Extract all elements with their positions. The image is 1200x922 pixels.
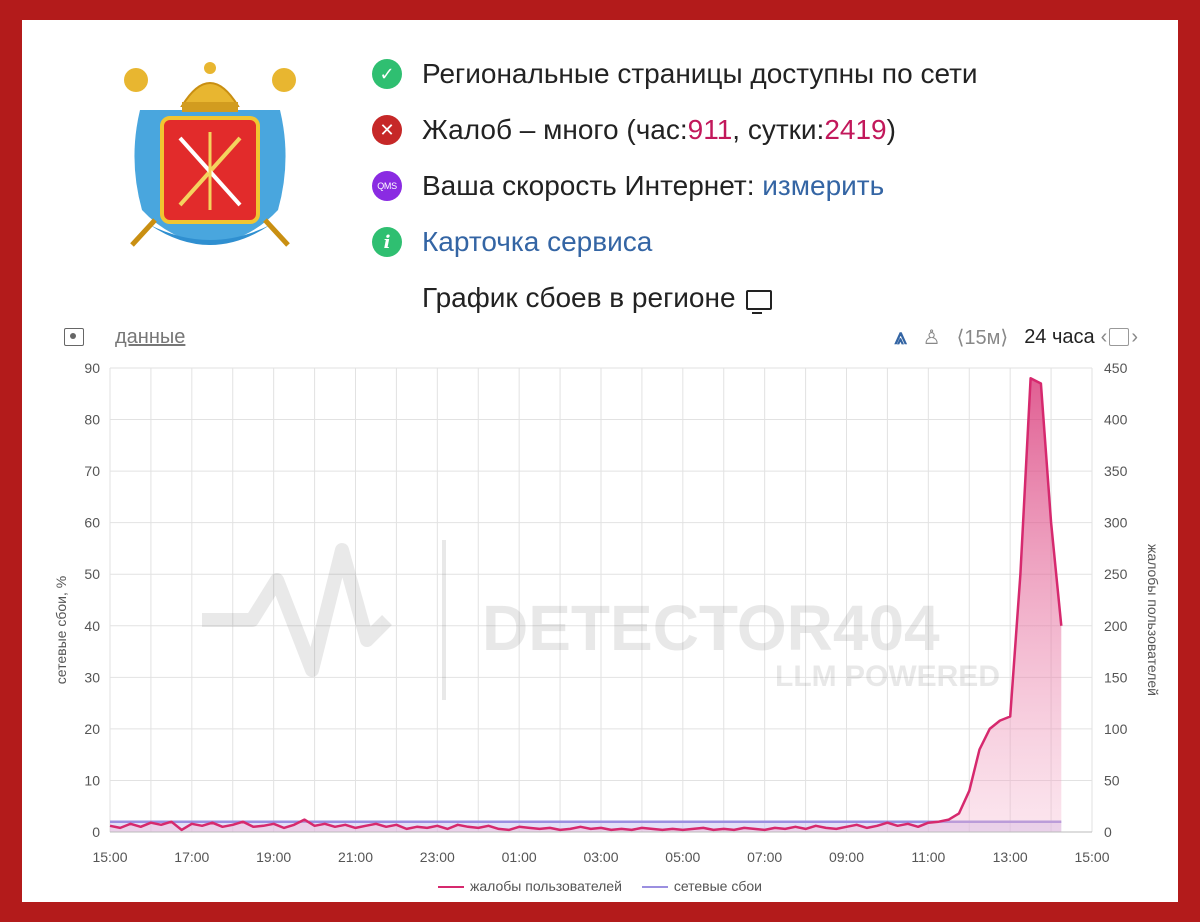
x-tick-label: 15:00 <box>1074 849 1109 865</box>
x-tick-label: 17:00 <box>174 849 209 865</box>
y-left-tick-label: 50 <box>84 566 100 582</box>
x-tick-label: 11:00 <box>911 849 945 865</box>
y-right-tick-label: 0 <box>1104 824 1112 840</box>
chart-legend: жалобы пользователей сетевые сбои <box>22 878 1178 894</box>
y-left-tick-label: 0 <box>92 824 100 840</box>
next-period-icon[interactable]: › <box>1131 325 1138 348</box>
check-icon: ✓ <box>372 59 402 89</box>
y-left-tick-label: 80 <box>84 412 100 428</box>
complaints-suffix: ) <box>886 114 896 145</box>
toolbar-right: ⩓ ♙ ⟨15м⟩ 24 часа ‹ › <box>878 324 1138 350</box>
interval-selector[interactable]: ⟨15м⟩ <box>956 326 1009 349</box>
x-tick-label: 19:00 <box>256 849 291 865</box>
x-tick-label: 15:00 <box>92 849 127 865</box>
y-right-tick-label: 50 <box>1104 772 1120 788</box>
x-tick-label: 21:00 <box>338 849 373 865</box>
x-tick-label: 07:00 <box>747 849 782 865</box>
period-selector[interactable]: 24 часа <box>1024 325 1095 348</box>
legend-complaints-label: жалобы пользователей <box>470 878 622 894</box>
complaints-hour-count: 911 <box>687 114 733 145</box>
x-tick-label: 01:00 <box>502 849 537 865</box>
x-tick-label: 03:00 <box>583 849 618 865</box>
calendar-icon[interactable] <box>1109 328 1130 346</box>
x-tick-label: 13:00 <box>993 849 1028 865</box>
data-link[interactable]: данные <box>115 326 186 348</box>
y-right-tick-label: 350 <box>1104 463 1128 479</box>
speed-text: Ваша скорость Интернет: <box>422 170 755 201</box>
prev-period-icon[interactable]: ‹ <box>1100 325 1108 348</box>
y-left-tick-label: 90 <box>84 360 100 376</box>
status-chart-title-row: График сбоев в регионе <box>372 270 978 326</box>
measure-speed-link[interactable]: измерить <box>762 170 885 201</box>
y-right-tick-label: 100 <box>1104 721 1128 737</box>
chart-grid <box>109 367 1093 833</box>
watermark-text: DETECTOR404 <box>482 592 940 664</box>
y-left-axis-label: сетевые сбои, % <box>53 576 69 684</box>
y-right-tick-label: 400 <box>1104 412 1128 428</box>
status-service-row: i Карточка сервиса <box>372 214 978 270</box>
area-chart-icon[interactable]: ⩓ <box>894 324 907 349</box>
y-left-tick-label: 30 <box>84 669 100 685</box>
legend-complaints[interactable]: жалобы пользователей <box>438 878 622 894</box>
y-right-tick-label: 450 <box>1104 360 1128 376</box>
y-left-tick-label: 60 <box>84 515 100 531</box>
main-card: ✓ Региональные страницы доступны по сети… <box>22 20 1178 902</box>
complaints-line <box>109 377 1063 832</box>
watermark: DETECTOR404 LLM POWERED <box>202 540 1000 700</box>
status-complaints-row: ✕ Жалоб – много (час: 911, сутки: 2419) <box>372 102 978 158</box>
chart-title: График сбоев в регионе <box>422 282 736 313</box>
watermark-subtext: LLM POWERED <box>775 660 1000 693</box>
qms-icon: QMS <box>372 171 402 201</box>
y-left-tick-label: 70 <box>84 463 100 479</box>
service-card-link[interactable]: Карточка сервиса <box>422 226 653 257</box>
status-network-text: Региональные страницы доступны по сети <box>422 58 978 89</box>
y-right-axis-label: жалобы пользователей <box>1145 544 1161 696</box>
coat-of-arms-logo <box>124 62 296 247</box>
user-icon[interactable]: ♙ <box>922 326 941 349</box>
y-right-tick-label: 250 <box>1104 566 1128 582</box>
complaints-prefix: Жалоб – много (час: <box>422 114 688 145</box>
x-tick-label: 09:00 <box>829 849 864 865</box>
y-left-tick-label: 10 <box>84 772 100 788</box>
camera-icon[interactable] <box>64 328 84 346</box>
status-speed-row: QMS Ваша скорость Интернет: измерить <box>372 158 978 214</box>
y-right-tick-label: 300 <box>1104 515 1128 531</box>
info-icon: i <box>372 227 402 257</box>
y-left-tick-label: 20 <box>84 721 100 737</box>
status-panel: ✓ Региональные страницы доступны по сети… <box>372 46 978 326</box>
y-right-tick-label: 150 <box>1104 669 1128 685</box>
complaints-mid: , сутки: <box>732 114 825 145</box>
legend-network[interactable]: сетевые сбои <box>641 878 762 894</box>
x-tick-label: 23:00 <box>420 849 455 865</box>
status-network-row: ✓ Региональные страницы доступны по сети <box>372 46 978 102</box>
complaints-day-count: 2419 <box>824 114 887 145</box>
outage-chart: DETECTOR404 LLM POWERED 0 0 10 50 20 100 30 150… <box>53 360 1161 865</box>
x-tick-label: 05:00 <box>665 849 700 865</box>
y-left-tick-label: 40 <box>84 618 100 634</box>
chart-axes: 0 0 10 50 20 100 30 150 40 200 50 250 60 300 70 350 80 40… <box>53 360 1161 865</box>
chart-series <box>109 377 1063 832</box>
cross-icon: ✕ <box>372 115 402 145</box>
y-right-tick-label: 200 <box>1104 618 1128 634</box>
legend-network-label: сетевые сбои <box>673 878 762 894</box>
monitor-icon[interactable] <box>745 290 772 314</box>
chart-toolbar: данные ⩓ ♙ ⟨15м⟩ 24 часа ‹ › <box>22 320 1178 356</box>
